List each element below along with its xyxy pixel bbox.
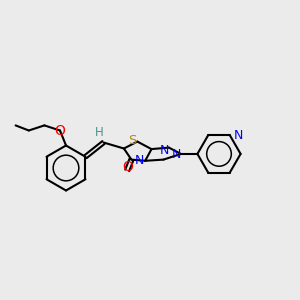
Text: N: N <box>171 148 181 161</box>
Text: O: O <box>122 160 133 174</box>
Text: N: N <box>233 129 243 142</box>
Text: N: N <box>134 154 144 167</box>
Text: H: H <box>94 126 103 139</box>
Text: N: N <box>159 144 169 157</box>
Text: O: O <box>55 124 65 137</box>
Text: S: S <box>128 134 136 148</box>
